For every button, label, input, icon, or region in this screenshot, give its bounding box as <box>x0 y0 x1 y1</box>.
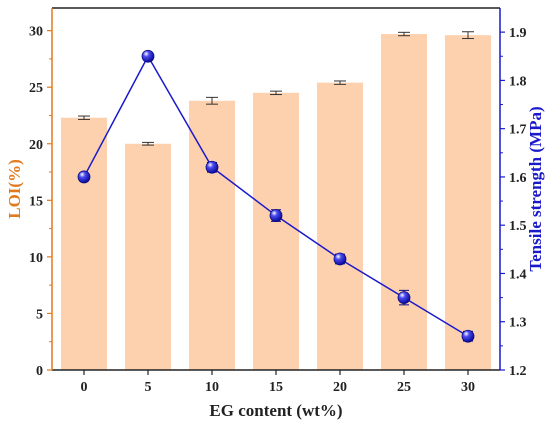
bar-6 <box>444 35 492 371</box>
y-axis-left-title: LOI(%) <box>5 159 24 219</box>
x-tick-label-10: 10 <box>205 380 219 395</box>
y-left-tick-label-30: 30 <box>29 25 43 40</box>
y-axis-right-title: Tensile strength (MPa) <box>526 106 545 271</box>
x-tick-label-0: 0 <box>81 380 88 395</box>
line-point-4 <box>333 252 347 266</box>
line-point-0 <box>77 170 91 184</box>
bar-0 <box>60 117 108 370</box>
y-right-tick-label-1.2: 1.2 <box>509 364 527 379</box>
x-tick-label-5: 5 <box>145 380 152 395</box>
bar-5 <box>380 34 428 371</box>
y-left-tick-label-0: 0 <box>36 364 43 379</box>
y-right-tick-label-1.5: 1.5 <box>509 219 527 234</box>
y-left-tick-label-10: 10 <box>29 251 43 266</box>
line-point-5 <box>397 291 411 305</box>
y-left-tick-label-15: 15 <box>29 194 43 209</box>
y-left-tick-label-25: 25 <box>29 81 43 96</box>
bar-2 <box>188 100 236 370</box>
y-left-tick-label-5: 5 <box>36 307 43 322</box>
bar-3 <box>252 92 300 370</box>
line-point-2 <box>205 160 219 174</box>
y-right-tick-label-1.9: 1.9 <box>509 26 527 41</box>
bar-4 <box>316 82 364 370</box>
x-tick-label-30: 30 <box>461 380 475 395</box>
y-right-tick-label-1.8: 1.8 <box>509 74 527 89</box>
bar-1 <box>124 143 172 370</box>
y-right-tick-label-1.7: 1.7 <box>509 123 527 138</box>
x-tick-label-15: 15 <box>269 380 283 395</box>
line-point-3 <box>269 209 283 222</box>
x-tick-label-20: 20 <box>333 380 347 395</box>
line-point-1 <box>141 49 155 63</box>
ticks-layer: 0 5 10 15 20 25 30 1.2 1.3 1.4 1.5 1.6 1.7 1.8 1.9 0 5 10… <box>29 25 527 395</box>
y-right-tick-label-1.4: 1.4 <box>509 267 527 282</box>
line-layer <box>77 49 475 343</box>
y-right-tick-label-1.6: 1.6 <box>509 171 527 186</box>
x-tick-label-25: 25 <box>397 380 411 395</box>
line-point-6 <box>461 329 475 343</box>
y-right-tick-label-1.3: 1.3 <box>509 316 527 331</box>
bars-layer <box>60 31 492 371</box>
plot-frame <box>51 7 501 371</box>
y-left-tick-label-20: 20 <box>29 138 43 153</box>
x-axis-title: EG content (wt%) <box>209 401 342 420</box>
